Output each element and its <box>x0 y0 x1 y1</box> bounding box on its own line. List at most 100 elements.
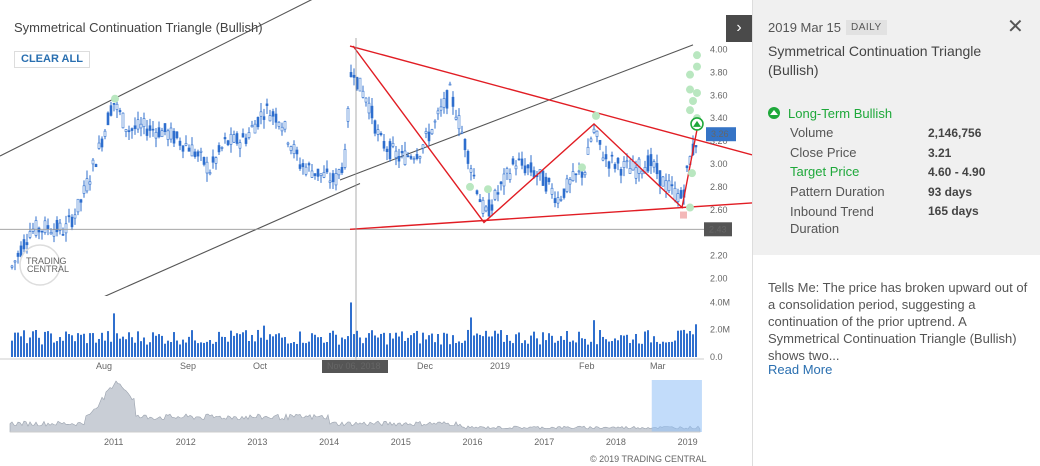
signal-dot <box>578 163 586 172</box>
volume-bar <box>290 343 292 357</box>
candle-body <box>484 206 488 212</box>
volume-bar <box>14 332 16 357</box>
candle-body <box>469 168 473 173</box>
volume-bar <box>407 337 409 357</box>
price-tick-label: 2.20 <box>710 251 728 261</box>
candle-body <box>169 127 173 140</box>
candle-body <box>244 137 248 144</box>
volume-bar <box>200 342 202 357</box>
navigator-tick-label: 2016 <box>463 437 483 447</box>
candle-body <box>412 158 416 161</box>
candle-body <box>361 90 365 98</box>
chart-area[interactable]: 4.003.803.603.403.203.002.802.602.402.20… <box>0 0 752 466</box>
crosshair-price-label: 2.43 <box>709 224 727 234</box>
candle-body <box>529 162 533 173</box>
volume-bar <box>257 329 259 357</box>
volume-bar <box>428 335 430 357</box>
volume-bar <box>602 336 604 357</box>
candle-body <box>520 158 524 166</box>
volume-bar <box>218 331 220 357</box>
volume-bar <box>212 343 214 357</box>
candle-body <box>121 112 125 129</box>
navigator-tick-label: 2017 <box>534 437 554 447</box>
candle-body <box>259 111 263 117</box>
volume-bar <box>71 335 73 357</box>
candle-body <box>511 158 515 165</box>
navigator-tick-label: 2018 <box>606 437 626 447</box>
volume-bar <box>500 330 502 357</box>
candle-body <box>190 144 194 157</box>
volume-bar <box>107 331 109 357</box>
candle-body <box>625 160 629 163</box>
volume-bar <box>287 343 289 357</box>
channel-lower-line <box>104 182 361 296</box>
volume-bar <box>398 336 400 357</box>
candle-body <box>367 102 371 114</box>
volume-bar <box>638 343 640 357</box>
target-price-value: 4.60 - 4.90 <box>928 165 986 179</box>
candle-body <box>409 156 413 159</box>
volume-bar <box>209 340 211 357</box>
candle-body <box>262 116 266 120</box>
candle-body <box>418 156 422 159</box>
candle-body <box>88 181 92 185</box>
volume-bar <box>410 335 412 357</box>
candle-body <box>175 131 179 139</box>
price-chart[interactable]: 4.003.803.603.403.203.002.802.602.402.20… <box>0 0 752 466</box>
candle-body <box>391 143 395 147</box>
candle-body <box>322 172 326 178</box>
volume-bar <box>536 338 538 357</box>
candle-body <box>304 166 308 175</box>
volume-bar <box>647 330 649 357</box>
read-more-link[interactable]: Read More <box>768 362 833 377</box>
candle-body <box>463 139 467 151</box>
volume-bar <box>20 336 22 357</box>
volume-bar <box>377 337 379 357</box>
candle-body <box>208 172 212 175</box>
candle-body <box>217 145 221 153</box>
price-tick-label: 3.00 <box>710 159 728 169</box>
candles-layer <box>10 64 698 271</box>
volume-layer <box>11 302 697 357</box>
volume-bar <box>680 330 682 357</box>
candle-body <box>439 106 443 111</box>
volume-bar <box>656 341 658 357</box>
volume-bar <box>371 330 373 357</box>
volume-bar <box>86 343 88 357</box>
volume-bar <box>362 343 364 357</box>
volume-label: Volume <box>790 125 834 140</box>
pattern-date: 2019 Mar 15 <box>768 20 841 35</box>
volume-bar <box>404 341 406 357</box>
crosshair-date-label: Nov 06, 2018 <box>327 361 381 371</box>
volume-bar <box>374 335 376 357</box>
candle-body <box>388 141 392 160</box>
volume-bar <box>506 334 508 357</box>
candle-body <box>661 176 665 187</box>
candle-body <box>58 222 62 231</box>
close-icon[interactable]: ✕ <box>1007 16 1024 38</box>
navigator-area <box>9 380 701 433</box>
volume-bar <box>188 336 190 357</box>
candle-body <box>52 229 56 237</box>
candle-body <box>382 141 386 149</box>
volume-bar <box>401 331 403 357</box>
volume-bar <box>419 343 421 357</box>
volume-bar <box>38 337 40 357</box>
volume-bar <box>623 335 625 357</box>
candle-body <box>364 97 368 103</box>
volume-bar <box>395 332 397 357</box>
clear-all-button[interactable]: CLEAR ALL <box>14 51 90 68</box>
volume-bar <box>530 335 532 357</box>
candle-body <box>457 115 461 130</box>
volume-bar <box>95 342 97 357</box>
navigator-tick-label: 2014 <box>319 437 339 447</box>
chevron-right-icon[interactable]: › <box>726 15 752 42</box>
navigator-selection[interactable] <box>651 380 702 432</box>
volume-bar <box>206 341 208 357</box>
candle-body <box>436 110 440 115</box>
volume-bar <box>674 340 676 357</box>
volume-bar <box>572 340 574 357</box>
candle-body <box>565 178 569 192</box>
volume-bar <box>227 341 229 357</box>
candle-body <box>67 215 71 218</box>
